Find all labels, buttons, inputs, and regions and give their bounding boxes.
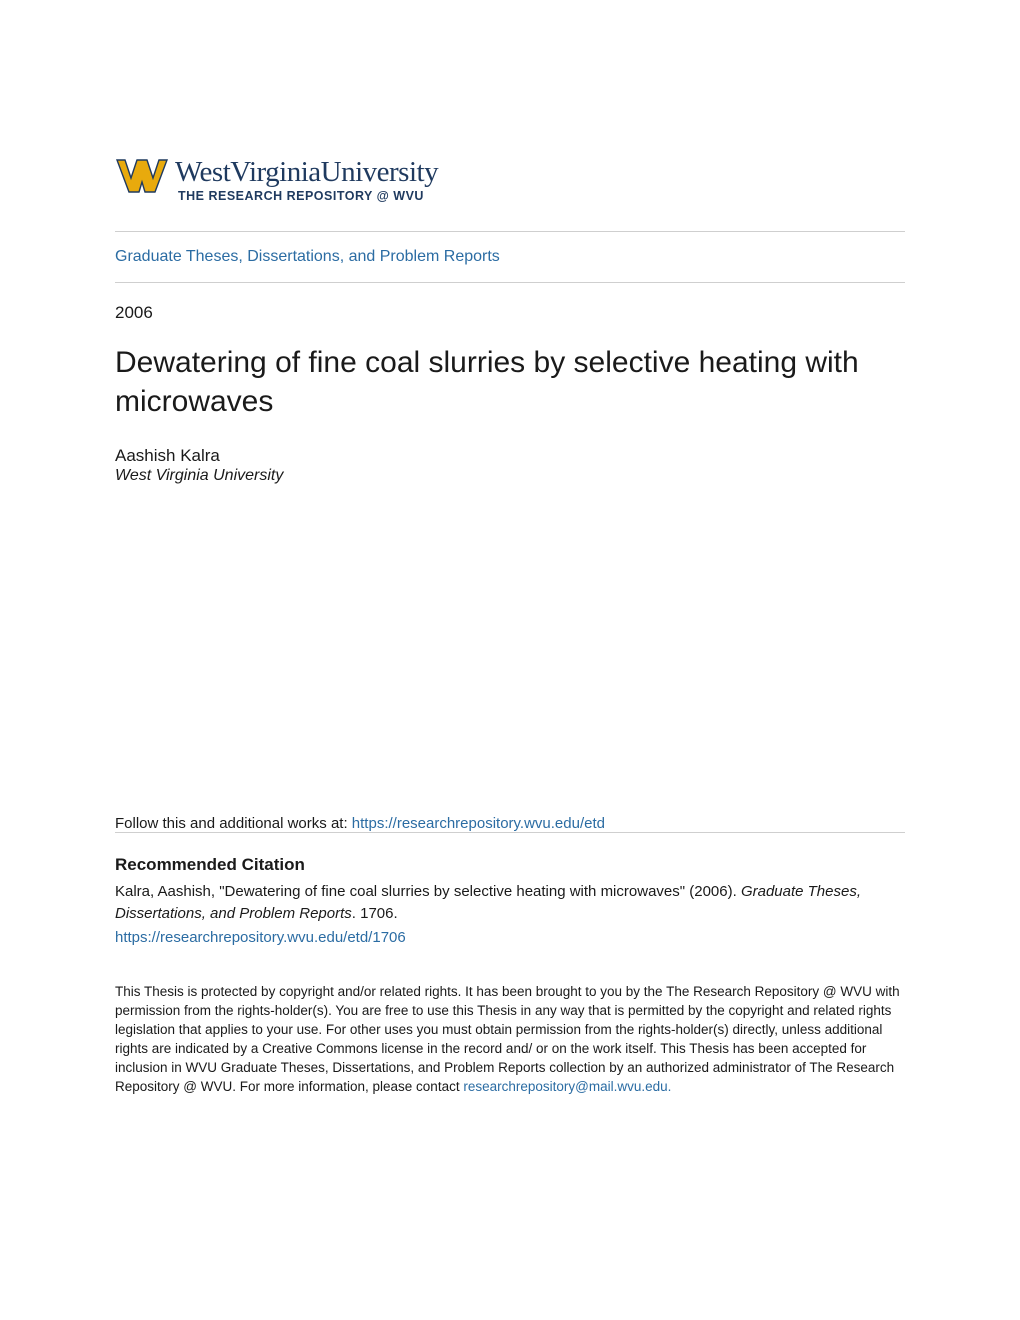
follow-prefix: Follow this and additional works at:	[115, 815, 352, 832]
flying-wv-icon	[115, 154, 173, 203]
citation-url[interactable]: https://researchrepository.wvu.edu/etd/1…	[115, 927, 905, 949]
collection-link[interactable]: Graduate Theses, Dissertations, and Prob…	[115, 232, 905, 282]
publication-year: 2006	[115, 303, 905, 323]
logo-subtitle: THE RESEARCH REPOSITORY @ WVU	[178, 189, 438, 203]
follow-works-line: Follow this and additional works at: htt…	[115, 815, 905, 832]
citation-heading: Recommended Citation	[115, 855, 905, 875]
author-affiliation: West Virginia University	[115, 467, 905, 485]
citation-part-a: Kalra, Aashish, "Dewatering of fine coal…	[115, 883, 741, 900]
copyright-statement: This Thesis is protected by copyright an…	[115, 983, 905, 1096]
contact-email-link[interactable]: researchrepository@mail.wvu.edu.	[463, 1079, 671, 1094]
logo-text-block: WestVirginiaUniversity THE RESEARCH REPO…	[175, 156, 438, 203]
repository-logo: WestVirginiaUniversity THE RESEARCH REPO…	[115, 150, 905, 203]
author-name: Aashish Kalra	[115, 446, 905, 466]
citation-body: Kalra, Aashish, "Dewatering of fine coal…	[115, 881, 905, 948]
follow-link[interactable]: https://researchrepository.wvu.edu/etd	[352, 815, 605, 832]
citation-part-c: . 1706.	[352, 905, 398, 922]
divider	[115, 282, 905, 283]
divider	[115, 832, 905, 833]
logo-university-name: WestVirginiaUniversity	[175, 156, 438, 189]
document-title: Dewatering of fine coal slurries by sele…	[115, 343, 905, 421]
copyright-body: This Thesis is protected by copyright an…	[115, 984, 900, 1093]
